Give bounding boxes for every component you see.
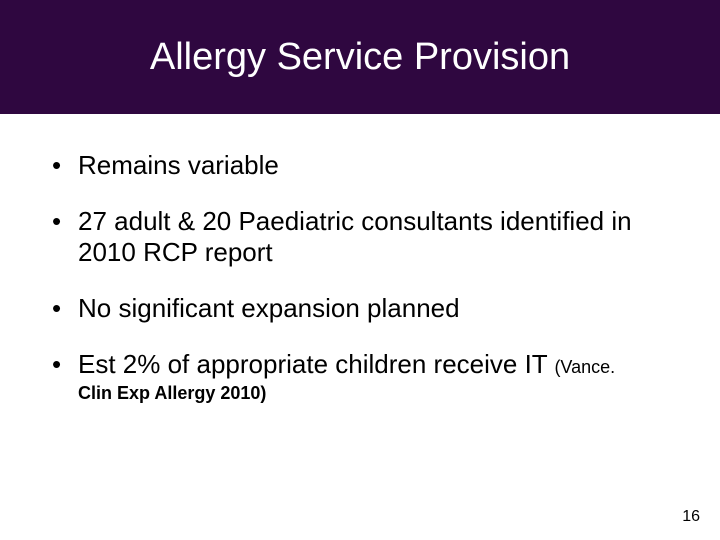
slide-title: Allergy Service Provision — [150, 36, 570, 79]
bullet-text: Remains variable — [78, 150, 279, 180]
bullet-text: 27 adult & 20 Paediatric consultants ide… — [78, 206, 632, 268]
bullet-list: Remains variable 27 adult & 20 Paediatri… — [46, 150, 674, 405]
slide-header: Allergy Service Provision — [0, 0, 720, 114]
citation-line2: Clin Exp Allergy 2010) — [78, 383, 674, 405]
bullet-text: Est 2% of appropriate children receive I… — [78, 349, 554, 379]
slide-body: Remains variable 27 adult & 20 Paediatri… — [0, 114, 720, 405]
citation-inline: (Vance. — [554, 357, 615, 377]
bullet-item: 27 adult & 20 Paediatric consultants ide… — [46, 206, 674, 269]
bullet-item: Remains variable — [46, 150, 674, 182]
bullet-item: Est 2% of appropriate children receive I… — [46, 349, 674, 405]
bullet-text: No significant expansion planned — [78, 293, 460, 323]
bullet-item: No significant expansion planned — [46, 293, 674, 325]
page-number: 16 — [682, 508, 700, 526]
